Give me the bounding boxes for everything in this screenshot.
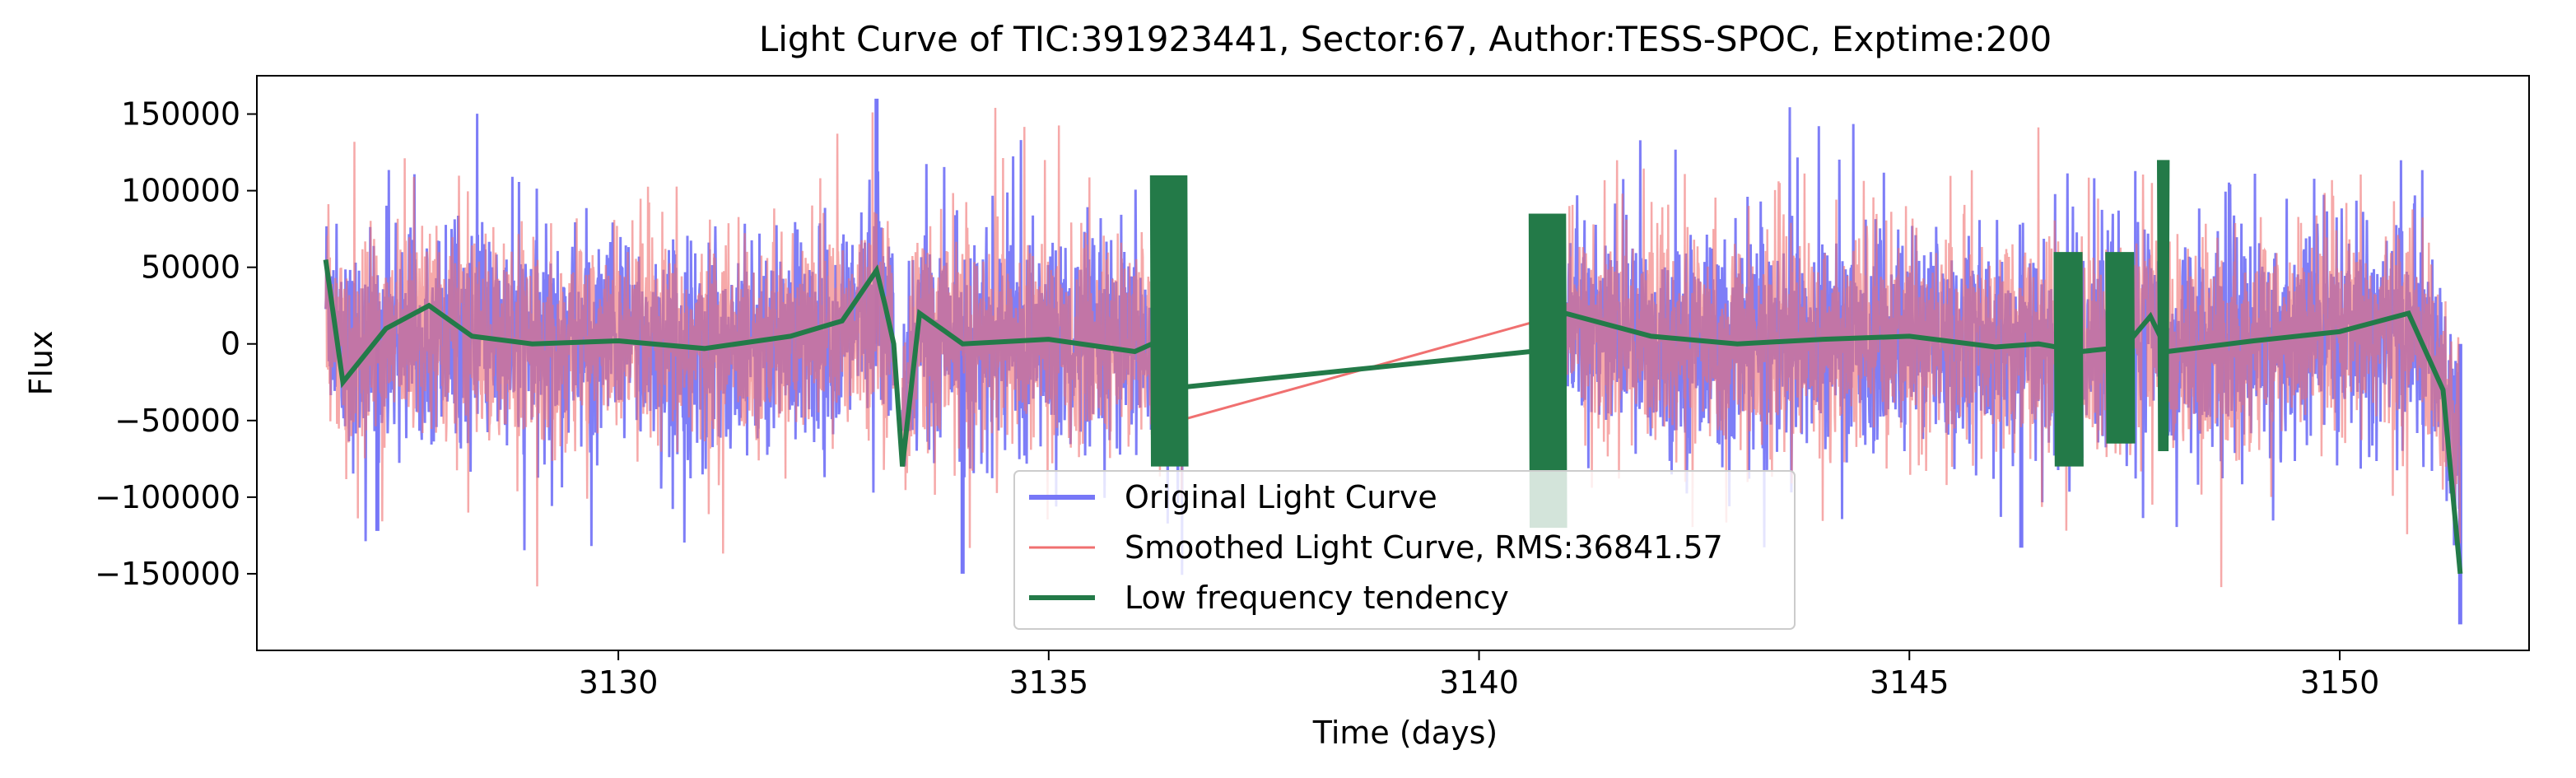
y-tick-label: −100000	[95, 479, 240, 515]
x-tick-label: 3140	[1439, 664, 1519, 701]
x-tick-label: 3135	[1009, 664, 1088, 701]
y-tick-label: 50000	[141, 249, 240, 286]
y-tick-label: −150000	[95, 556, 240, 592]
chart-title: Light Curve of TIC:391923441, Sector:67,…	[759, 19, 2052, 59]
x-tick-label: 3145	[1870, 664, 1949, 701]
y-tick-label: 0	[221, 326, 240, 362]
legend-label-original: Original Light Curve	[1125, 479, 1437, 515]
y-tick-label: −50000	[114, 403, 240, 439]
series-trend-burst-1	[1528, 213, 1567, 529]
legend-label-smoothed: Smoothed Light Curve, RMS:36841.57	[1125, 529, 1723, 566]
plot-frame	[256, 75, 2530, 651]
series-trend-burst-0	[1149, 175, 1189, 467]
x-tick-label: 3150	[2300, 664, 2380, 701]
x-axis-label: Time (days)	[1312, 715, 1498, 751]
legend-label-trend: Low frequency tendency	[1125, 580, 1509, 616]
x-tick-label: 3130	[579, 664, 659, 701]
y-tick-label: 100000	[121, 173, 240, 209]
y-axis-label: Flux	[23, 331, 59, 396]
legend-box	[1013, 470, 1796, 630]
series-trend-burst-4	[2157, 160, 2170, 452]
series-trend-burst-3	[2105, 252, 2136, 444]
series-trend-burst-2	[2053, 252, 2084, 467]
legend: Original Light Curve Smoothed Light Curv…	[1013, 470, 1796, 630]
y-tick-label: 150000	[121, 96, 240, 133]
